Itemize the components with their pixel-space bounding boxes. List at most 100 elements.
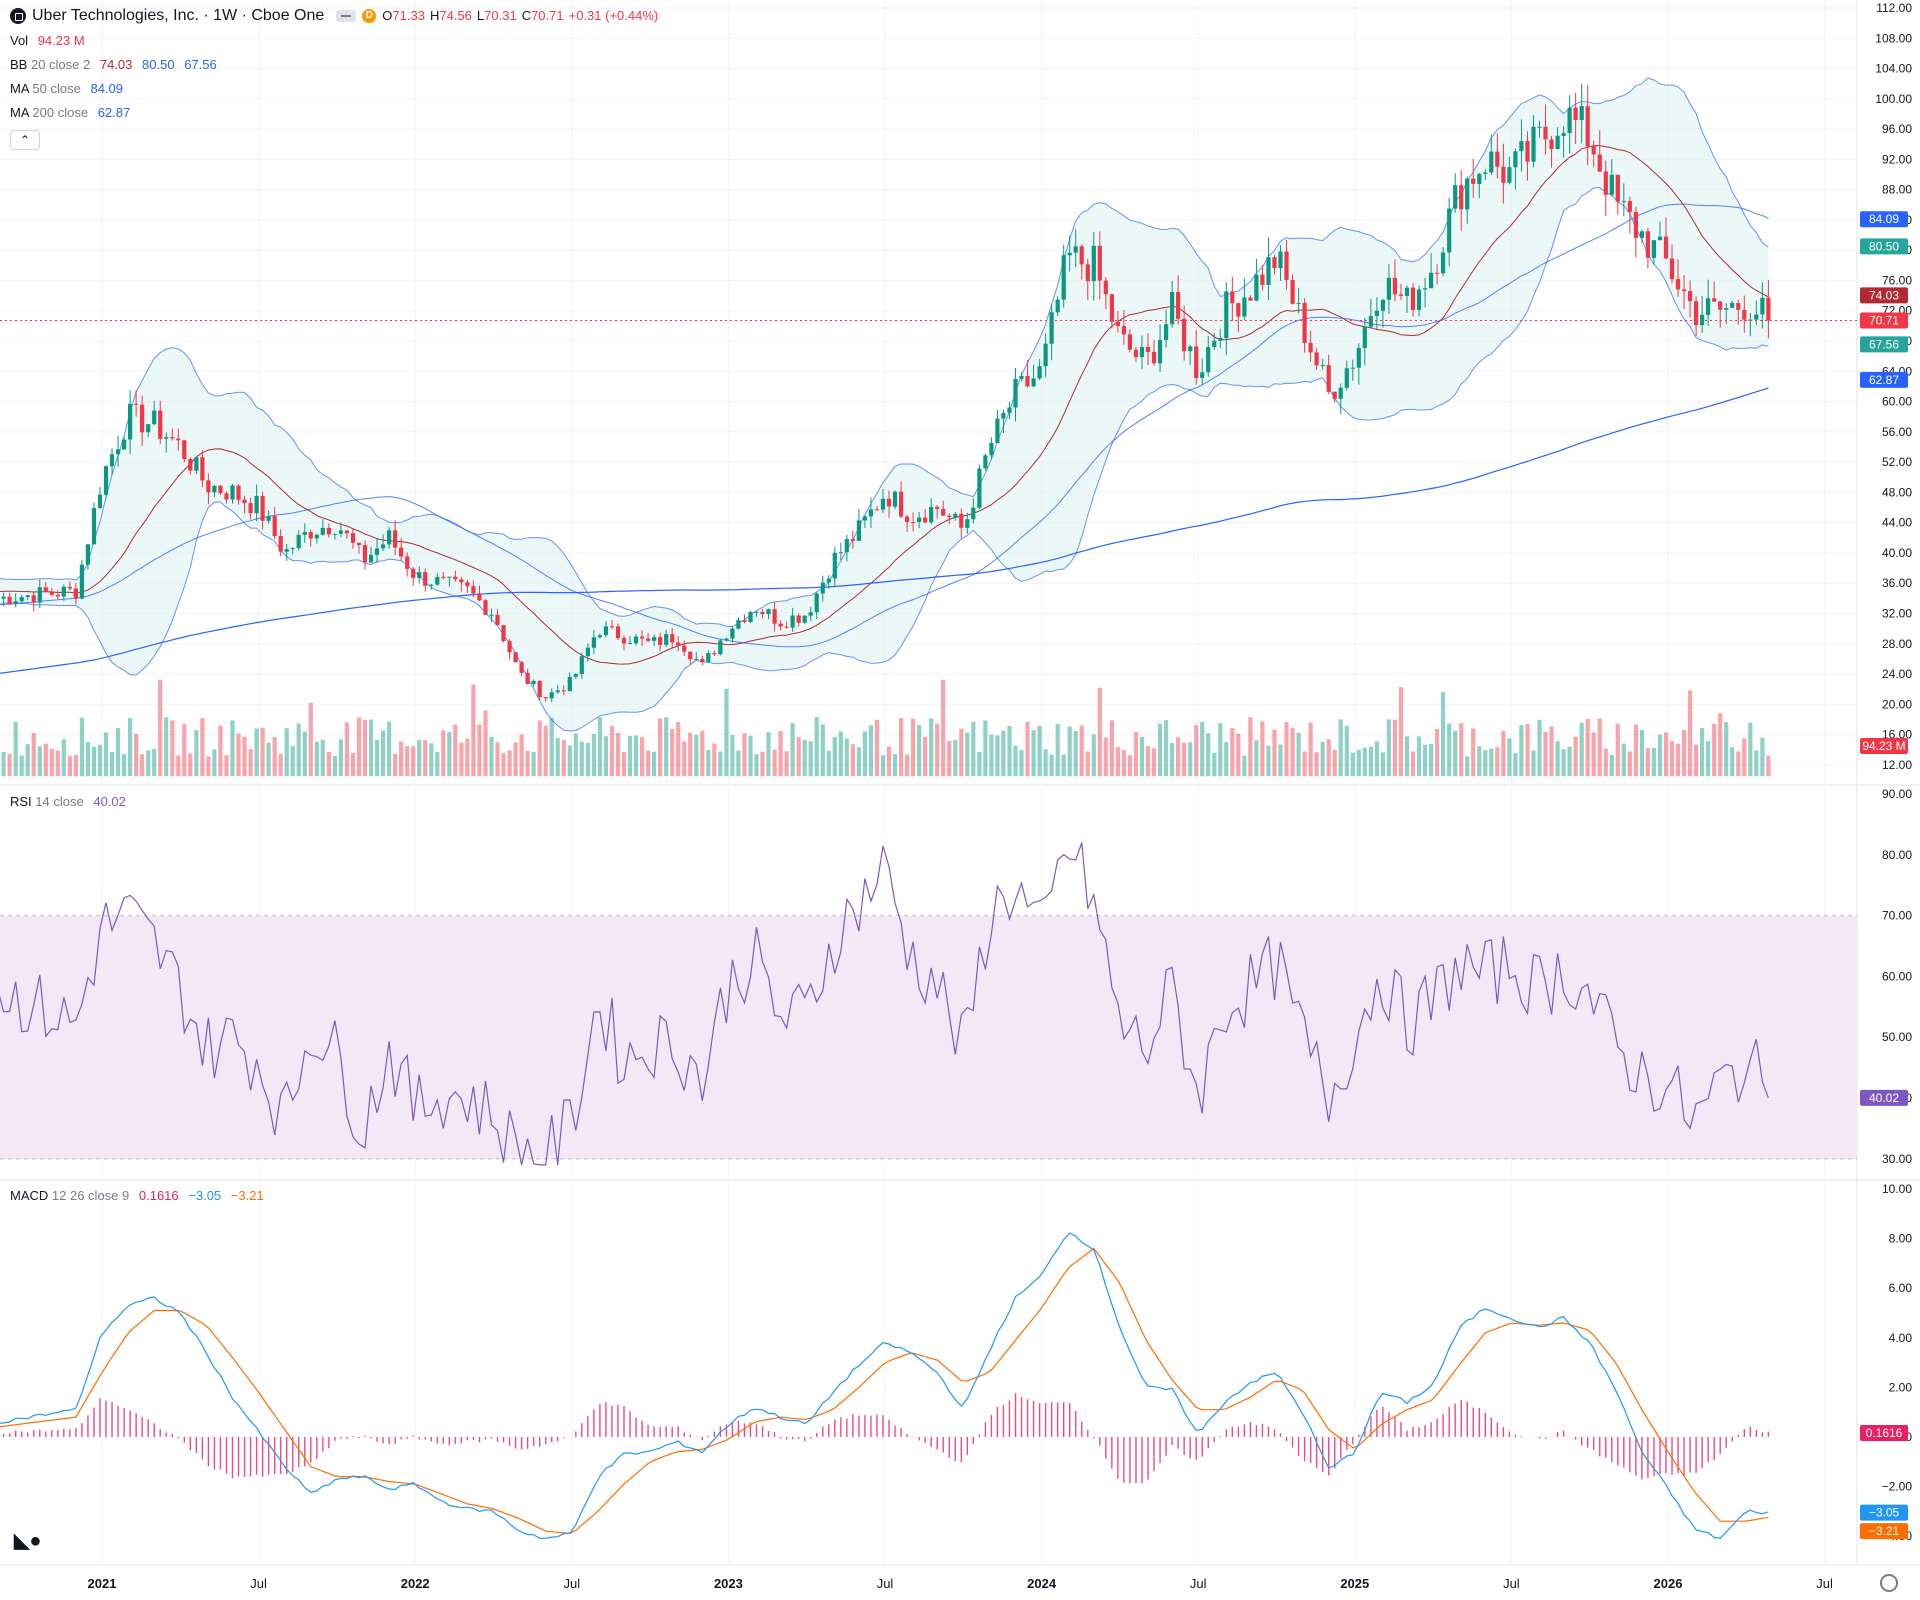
legend-rsi[interactable]: RSI 14 close 40.02	[10, 794, 126, 810]
candle-body	[188, 459, 193, 471]
candle-body	[844, 539, 849, 553]
volume-bar	[959, 728, 964, 777]
legend-ma200[interactable]: MA 200 close 62.87	[10, 105, 130, 121]
candle-body	[1308, 342, 1313, 353]
volume-bar	[1573, 736, 1578, 777]
candle-body	[1736, 303, 1741, 310]
candle-body	[766, 609, 771, 615]
volume-bar	[1398, 687, 1404, 777]
symbol-header[interactable]: Uber Technologies, Inc. · 1W · Cboe One …	[10, 8, 663, 24]
candle-body	[1435, 272, 1440, 274]
volume-bar	[1170, 743, 1175, 777]
legend-macd-hist: 0.1616	[138, 1188, 179, 1203]
candle-body	[1471, 178, 1476, 184]
macd-axis-tick-label: 4.00	[1889, 1331, 1913, 1345]
volume-bar	[911, 718, 916, 777]
tradingview-logo-icon[interactable]: ◣●	[14, 1530, 42, 1552]
candle-body	[368, 554, 374, 563]
time-axis-tick-label: Jul	[877, 1576, 894, 1591]
volume-bar	[1386, 719, 1391, 777]
volume-bar	[230, 720, 235, 777]
candle-body	[814, 593, 819, 613]
candle-body	[212, 485, 217, 493]
legend-ma200-params: 200 close	[32, 105, 89, 120]
candle-body	[880, 498, 886, 510]
candle-body	[531, 680, 536, 684]
candle-body	[435, 576, 440, 585]
uber-logo-icon	[10, 8, 26, 24]
settings-gear-icon[interactable]	[1880, 1574, 1898, 1592]
candle-body	[633, 636, 639, 644]
legend-ma50[interactable]: MA 50 close 84.09	[10, 81, 123, 97]
candle-body	[405, 556, 410, 569]
volume-bar	[1459, 723, 1464, 777]
volume-bar	[1579, 722, 1584, 777]
candle-body	[1103, 280, 1108, 295]
rsi-badge-bg	[1860, 1089, 1908, 1106]
candle-body	[1091, 245, 1096, 282]
ohlc-key: H	[429, 8, 440, 23]
candle-body	[1007, 407, 1012, 413]
volume-bar	[423, 740, 428, 777]
candle-body	[1447, 208, 1452, 253]
volume-bar	[1730, 747, 1735, 777]
candle-body	[254, 495, 259, 514]
volume-bar	[1272, 729, 1277, 777]
candle-body	[1724, 308, 1729, 310]
symbol-title[interactable]: Uber Technologies, Inc. · 1W · Cboe One	[32, 7, 325, 24]
dividend-badge[interactable]: D	[362, 9, 377, 23]
candle-body	[1278, 251, 1283, 269]
candle-body	[640, 636, 645, 639]
candle-body	[447, 576, 452, 578]
candle-body	[278, 536, 283, 552]
volume-bar	[1537, 719, 1542, 777]
candle-body	[49, 592, 54, 595]
volume-bar	[128, 718, 133, 777]
candle-body	[555, 690, 560, 693]
time-axis-tick-label: 2022	[401, 1576, 430, 1591]
volume-bar	[1206, 733, 1211, 777]
volume-bar	[1609, 754, 1614, 777]
price-axis-tick-label: 28.00	[1882, 637, 1912, 651]
bb-lower-badge: 67.56	[1869, 337, 1899, 351]
volume-bar	[1055, 723, 1060, 777]
candle-body	[730, 628, 735, 639]
volume-bar	[224, 755, 229, 777]
legend-vol[interactable]: Vol 94.23 M	[10, 33, 85, 49]
volume-bar	[1597, 718, 1602, 777]
candle-body	[302, 532, 307, 535]
candle-body	[1477, 173, 1482, 184]
volume-bar	[1669, 741, 1675, 777]
price-axis-tick-label: 100.00	[1875, 92, 1912, 106]
legend-macd[interactable]: MACD 12 26 close 9 0.1616 −3.05 −3.21	[10, 1188, 264, 1204]
volume-bar	[1073, 731, 1078, 777]
legend-rsi-value: 40.02	[93, 794, 126, 809]
candle-body	[1675, 279, 1681, 290]
candle-body	[513, 652, 518, 663]
volume-bar	[248, 749, 253, 777]
last-price-badge-bg	[1860, 312, 1908, 329]
visibility-toggle-icon[interactable]	[336, 10, 357, 22]
candle-body	[1507, 167, 1512, 183]
price-axis-tick-label: 92.00	[1882, 152, 1912, 166]
candle-body	[483, 600, 488, 615]
time-axis-tick-label: Jul	[1190, 1576, 1207, 1591]
candle-body	[1139, 347, 1145, 357]
volume-bar	[658, 718, 663, 777]
volume-bar	[1724, 722, 1729, 777]
candle-body	[1609, 174, 1614, 195]
volume-bar	[1567, 746, 1572, 777]
legend-bb[interactable]: BB 20 close 2 74.03 80.50 67.56	[10, 57, 217, 73]
volume-bar	[134, 733, 139, 777]
candle-body	[790, 615, 795, 628]
collapse-legend-button[interactable]: ⌃	[10, 130, 40, 150]
volume-bar	[880, 755, 886, 777]
volume-bar	[694, 734, 699, 777]
volume-bar	[73, 755, 78, 777]
candle-body	[374, 548, 380, 555]
volume-bar	[1019, 750, 1024, 777]
candle-body	[646, 638, 651, 641]
candle-body	[1669, 258, 1675, 280]
volume-bar	[1284, 722, 1289, 777]
